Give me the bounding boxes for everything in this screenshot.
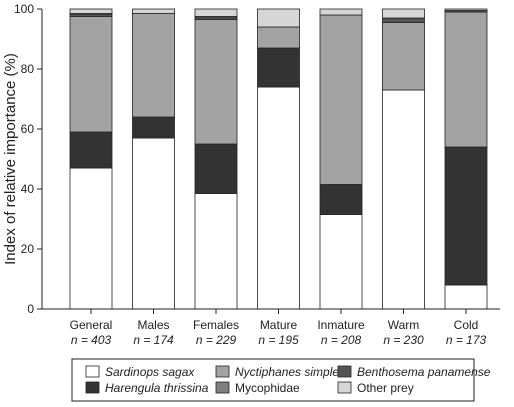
x-category-sample-size: n = 229 (196, 333, 237, 347)
x-category-label: Females (193, 318, 239, 332)
legend-swatch (85, 381, 100, 394)
bar-segment (319, 14, 363, 185)
bar-segment (257, 26, 300, 49)
bar-segment (382, 22, 425, 91)
y-tick-label: 100 (14, 2, 34, 16)
legend-swatch (215, 381, 230, 394)
x-category-sample-size: n = 195 (258, 333, 299, 347)
bar-segment (257, 47, 300, 88)
bar-segment (319, 8, 363, 16)
x-category-label: General (70, 318, 113, 332)
x-category-sample-size: n = 173 (446, 333, 487, 347)
legend-label: Mycophidae (235, 381, 300, 395)
bar-segment (382, 17, 425, 23)
x-category-label: Warm (388, 318, 420, 332)
bar-segment (194, 19, 238, 145)
y-tick-label: 0 (27, 302, 34, 316)
legend: Sardinops sagax Nyctiphanes simplex Bentho… (71, 358, 491, 402)
bar-segment (69, 16, 113, 133)
x-category-label: Cold (454, 318, 479, 332)
bar-segment (132, 8, 175, 14)
bar-segment (69, 8, 113, 14)
bar-segment (69, 131, 113, 169)
legend-swatch (337, 381, 352, 394)
bar-segment (194, 8, 238, 17)
bar-segment (319, 184, 363, 215)
y-tick-label: 20 (21, 242, 35, 256)
legend-swatch (215, 365, 230, 378)
y-tick-label: 40 (21, 182, 35, 196)
bar-segment (444, 146, 488, 286)
x-category-label: Inmature (317, 318, 365, 332)
bar-segment (444, 284, 488, 310)
bar-segment (257, 86, 300, 310)
x-category-sample-size: n = 230 (383, 333, 424, 347)
bar-segment (194, 143, 238, 194)
y-tick-label: 60 (21, 122, 35, 136)
legend-swatch (337, 365, 352, 378)
bar-segment (319, 214, 363, 310)
bar-segment (69, 167, 113, 310)
x-category-label: Mature (260, 318, 298, 332)
x-category-label: Males (137, 318, 169, 332)
legend-label: Nyctiphanes simplex (235, 365, 346, 379)
legend-swatch (85, 365, 100, 378)
bar-segment (132, 137, 175, 310)
y-tick-label: 80 (21, 62, 35, 76)
legend-label: Sardinops sagax (105, 365, 195, 379)
legend-label: Other prey (357, 381, 414, 395)
x-category-sample-size: n = 208 (321, 333, 362, 347)
bar-segment (132, 13, 175, 118)
bar-segment (444, 11, 488, 148)
bar-segment (382, 8, 425, 19)
bar-segment (257, 8, 300, 28)
y-axis-title: Index of relative importance (%) (2, 53, 19, 265)
x-category-sample-size: n = 403 (71, 333, 112, 347)
bar-segment (194, 193, 238, 310)
legend-label: Benthosema panamense (357, 365, 491, 379)
x-category-sample-size: n = 174 (133, 333, 174, 347)
bar-segment (132, 116, 175, 139)
legend-label: Harengula thrissina (105, 381, 209, 395)
bar-segment (382, 89, 425, 310)
bar-segment (444, 8, 488, 11)
legend-box (71, 358, 475, 402)
